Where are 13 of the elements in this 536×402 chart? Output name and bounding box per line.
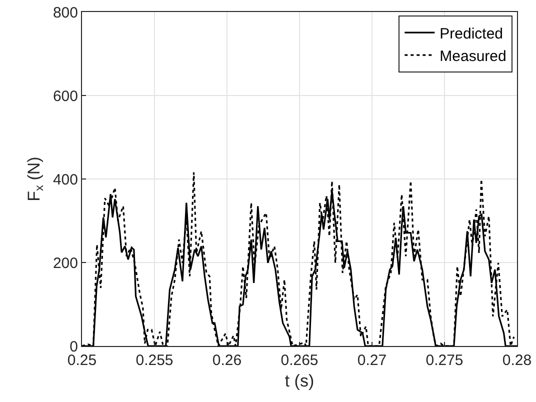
legend-label: Predicted [440, 25, 504, 42]
x-tick-label: 0.255 [136, 352, 174, 369]
x-tick-label: 0.28 [502, 352, 532, 369]
y-tick-label: 800 [52, 4, 78, 22]
x-tick-label: 0.26 [212, 352, 242, 369]
x-tick-label: 0.27 [357, 352, 387, 369]
y-tick-label: 600 [52, 88, 78, 105]
y-tick-label: 400 [52, 171, 78, 188]
x-tick-label: 0.275 [426, 352, 464, 369]
x-tick-label: 0.265 [280, 352, 318, 369]
legend-label: Measured [440, 48, 506, 65]
x-axis-title: t (s) [284, 371, 314, 390]
y-tick-label: 200 [52, 254, 78, 272]
